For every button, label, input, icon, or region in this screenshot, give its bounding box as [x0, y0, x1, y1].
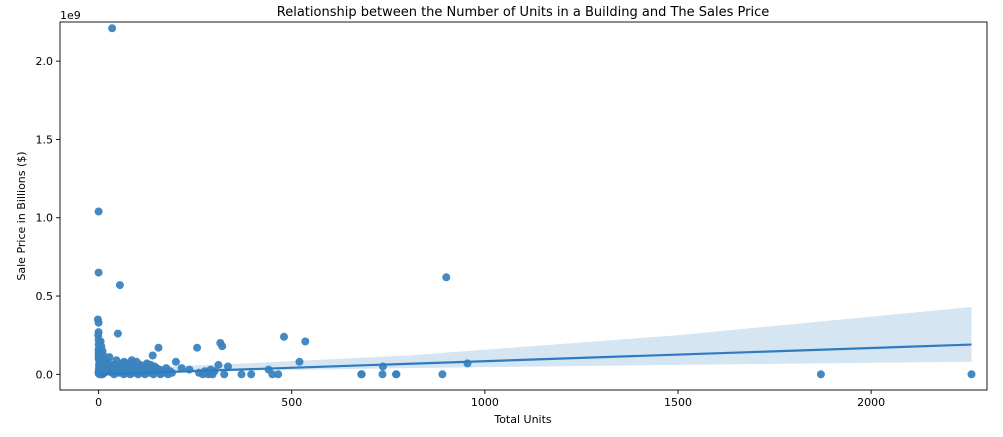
data-point	[127, 356, 136, 365]
x-tick-label: 0	[95, 396, 102, 409]
data-point	[94, 268, 103, 277]
data-point	[295, 357, 304, 366]
data-point	[115, 281, 124, 290]
data-point	[148, 351, 157, 360]
y-tick-label: 1.0	[36, 212, 54, 225]
y-tick-label: 0.5	[36, 290, 54, 303]
data-point	[177, 364, 186, 373]
x-tick-label: 2000	[857, 396, 885, 409]
y-tick-label: 0.0	[36, 368, 54, 381]
data-point	[96, 350, 105, 358]
data-point	[967, 370, 976, 379]
y-tick-label: 1.5	[36, 133, 54, 146]
x-tick-label: 1000	[471, 396, 499, 409]
confidence-band-layer	[98, 307, 972, 376]
y-axis-offset-text: 1e9	[60, 9, 81, 22]
data-point	[112, 356, 121, 365]
data-point	[237, 370, 246, 379]
data-point	[301, 337, 310, 346]
data-point	[94, 318, 103, 327]
data-point	[108, 24, 117, 33]
data-point	[268, 370, 277, 379]
confidence-band	[98, 307, 972, 376]
data-point	[224, 362, 232, 371]
data-point	[154, 343, 163, 352]
data-point	[171, 357, 180, 366]
data-point	[438, 370, 447, 379]
y-axis-label: Sale Price in Billions ($)	[15, 151, 28, 280]
plot-frame	[59, 21, 988, 391]
data-point	[392, 370, 401, 379]
data-point	[274, 370, 283, 379]
data-point	[218, 342, 227, 351]
data-point	[220, 370, 229, 379]
data-point	[378, 370, 387, 379]
data-point	[442, 273, 451, 282]
x-tick-label: 1500	[664, 396, 692, 409]
x-axis-label: Total Units	[493, 413, 552, 426]
data-point	[116, 364, 125, 373]
data-point	[193, 343, 202, 352]
chart-title: Relationship between the Number of Units…	[277, 5, 769, 20]
data-point	[214, 360, 223, 369]
regression-line-layer	[98, 343, 972, 376]
data-point	[94, 207, 103, 216]
y-tick-label: 2.0	[36, 55, 54, 68]
regression-line	[98, 343, 972, 376]
axes-layer: 0 500 1000 1500 2000 0.0 0.5 1.0 1.5 2.0	[36, 21, 988, 409]
data-point	[280, 332, 288, 341]
x-tick-label: 500	[281, 396, 302, 409]
data-point	[113, 329, 122, 338]
data-point	[357, 370, 366, 379]
data-point	[816, 370, 825, 379]
data-point	[247, 370, 256, 379]
